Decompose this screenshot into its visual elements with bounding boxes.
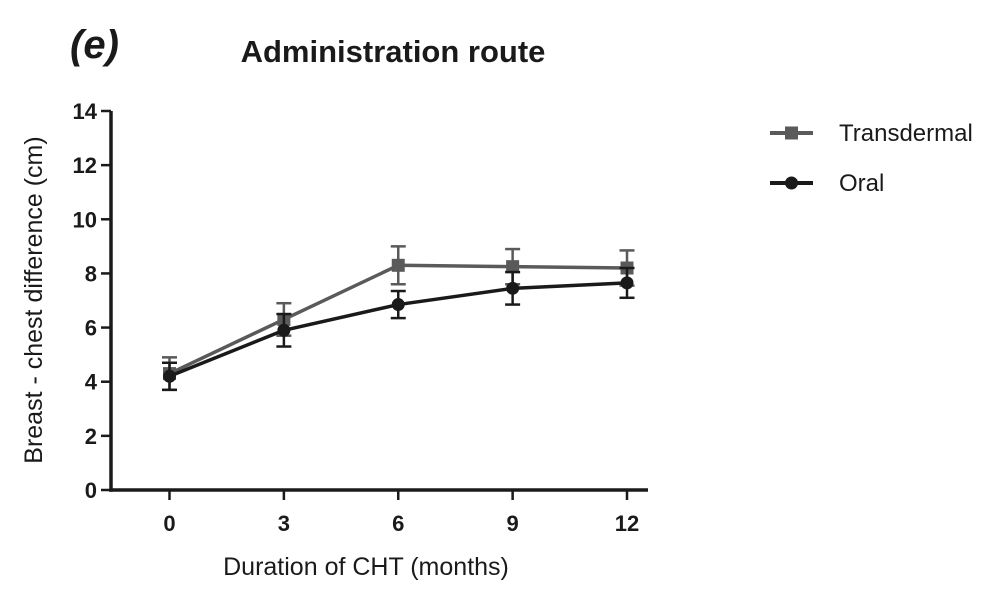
- axes: 0 2 4 6 8 10 12 14 0 3 6 9 12: [73, 99, 648, 536]
- y-tick-label: 14: [73, 99, 98, 124]
- legend-item-transdermal: Transdermal: [770, 120, 973, 147]
- circle-marker: [163, 369, 176, 383]
- x-tick-label: 0: [163, 511, 175, 536]
- legend-item-oral: Oral: [770, 170, 884, 197]
- x-tick-label: 9: [507, 511, 519, 536]
- x-tick-label: 6: [392, 511, 404, 536]
- x-axis-label: Duration of CHT (months): [223, 553, 509, 581]
- y-tick-label: 4: [85, 370, 98, 395]
- chart-title: Administration route: [241, 34, 546, 69]
- circle-marker: [506, 281, 520, 295]
- y-tick-label: 12: [73, 153, 97, 178]
- circle-marker: [620, 276, 634, 290]
- y-tick-label: 8: [85, 261, 97, 286]
- legend: Transdermal Oral: [770, 120, 973, 197]
- y-tick-label: 10: [73, 207, 97, 232]
- x-tick-label: 12: [615, 511, 639, 536]
- y-tick-label: 6: [85, 316, 97, 341]
- y-tick-label: 0: [85, 478, 97, 503]
- y-tick-label: 2: [85, 424, 97, 449]
- y-axis-label: Breast - chest difference (cm): [20, 136, 48, 463]
- transdermal-square-icon: [785, 126, 798, 140]
- square-marker: [506, 260, 520, 274]
- series-oral: [162, 266, 635, 392]
- circle-marker: [391, 298, 405, 312]
- square-marker: [391, 258, 405, 272]
- legend-label-transdermal: Transdermal: [839, 120, 973, 147]
- oral-circle-icon: [785, 176, 798, 190]
- legend-label-oral: Oral: [839, 170, 884, 197]
- x-tick-label: 3: [278, 511, 290, 536]
- plot-area: 0 2 4 6 8 10 12 14 0 3 6 9 12: [73, 99, 648, 536]
- circle-marker: [277, 323, 291, 337]
- figure-label: (e): [70, 23, 119, 67]
